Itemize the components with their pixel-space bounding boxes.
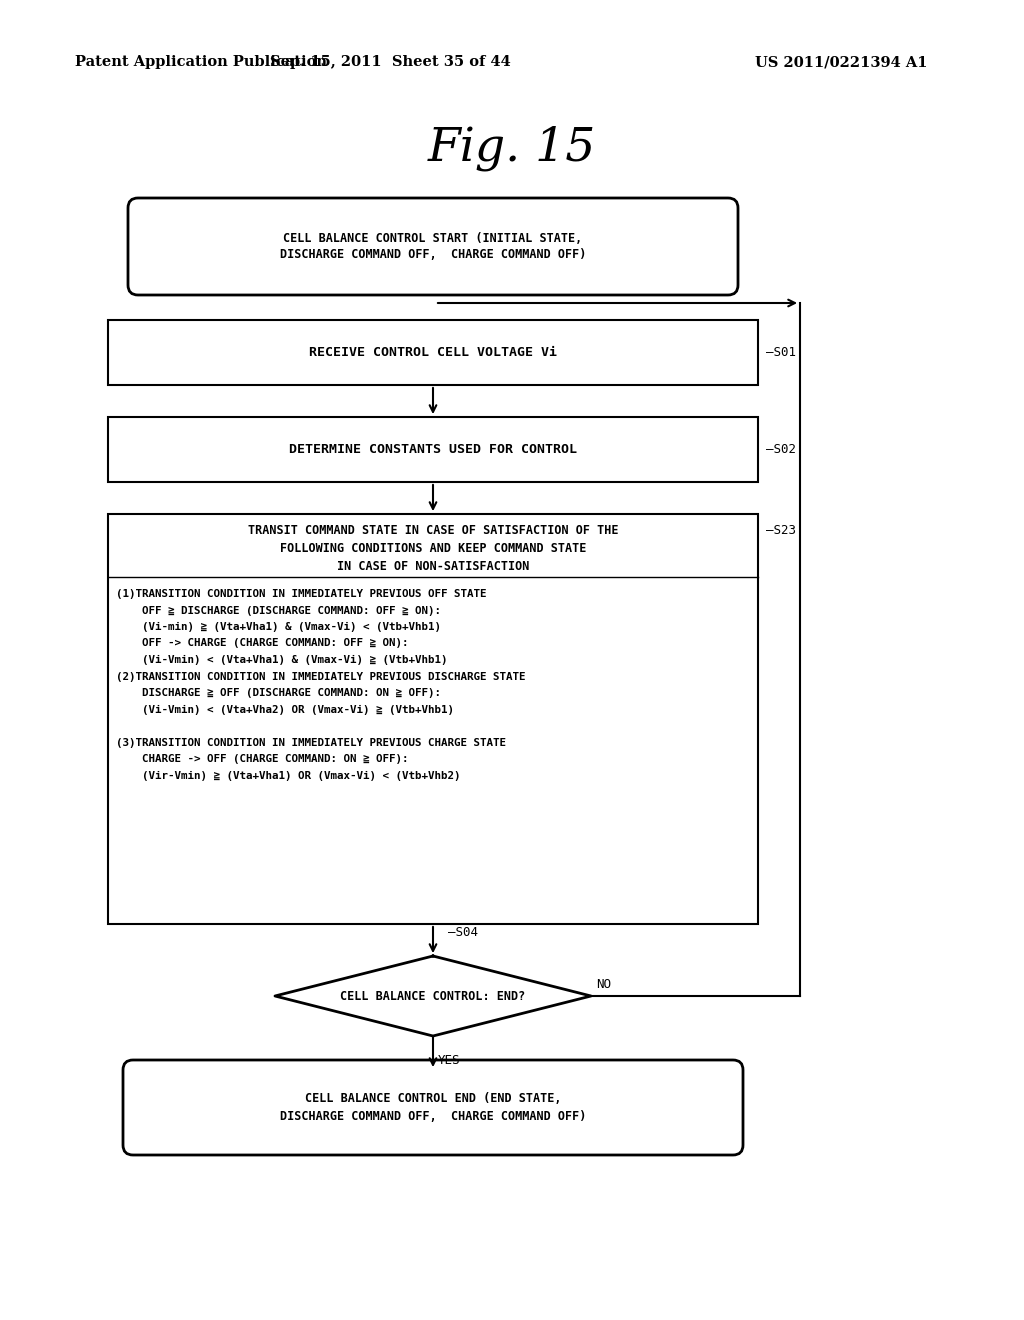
Text: (2)TRANSITION CONDITION IN IMMEDIATELY PREVIOUS DISCHARGE STATE: (2)TRANSITION CONDITION IN IMMEDIATELY P…: [116, 672, 525, 681]
Text: YES: YES: [438, 1053, 461, 1067]
Text: IN CASE OF NON-SATISFACTION: IN CASE OF NON-SATISFACTION: [337, 561, 529, 573]
Bar: [108, 513, 758, 924]
Text: CELL BALANCE CONTROL: END?: CELL BALANCE CONTROL: END?: [340, 990, 525, 1002]
Text: US 2011/0221394 A1: US 2011/0221394 A1: [755, 55, 928, 69]
Polygon shape: [275, 956, 591, 1036]
Text: Sep. 15, 2011  Sheet 35 of 44: Sep. 15, 2011 Sheet 35 of 44: [269, 55, 510, 69]
Text: DISCHARGE ≧ OFF (DISCHARGE COMMAND: ON ≧ OFF):: DISCHARGE ≧ OFF (DISCHARGE COMMAND: ON ≧…: [116, 688, 441, 698]
Text: OFF -> CHARGE (CHARGE COMMAND: OFF ≧ ON):: OFF -> CHARGE (CHARGE COMMAND: OFF ≧ ON)…: [116, 639, 409, 648]
Text: (Vir-Vmin) ≧ (Vta+Vha1) OR (Vmax-Vi) < (Vtb+Vhb2): (Vir-Vmin) ≧ (Vta+Vha1) OR (Vmax-Vi) < (…: [116, 771, 461, 780]
Text: OFF ≧ DISCHARGE (DISCHARGE COMMAND: OFF ≧ ON):: OFF ≧ DISCHARGE (DISCHARGE COMMAND: OFF …: [116, 606, 441, 615]
Text: —S02: —S02: [766, 444, 796, 455]
Text: —S04: —S04: [449, 925, 478, 939]
Text: Fig. 15: Fig. 15: [428, 125, 596, 170]
Bar: [108, 319, 758, 385]
Text: (Vi-min) ≧ (Vta+Vha1) & (Vmax-Vi) < (Vtb+Vhb1): (Vi-min) ≧ (Vta+Vha1) & (Vmax-Vi) < (Vtb…: [116, 622, 441, 632]
FancyBboxPatch shape: [128, 198, 738, 294]
Text: (Vi-Vmin) < (Vta+Vha1) & (Vmax-Vi) ≧ (Vtb+Vhb1): (Vi-Vmin) < (Vta+Vha1) & (Vmax-Vi) ≧ (Vt…: [116, 655, 447, 665]
Text: TRANSIT COMMAND STATE IN CASE OF SATISFACTION OF THE: TRANSIT COMMAND STATE IN CASE OF SATISFA…: [248, 524, 618, 537]
Text: NO: NO: [596, 978, 611, 991]
Text: RECEIVE CONTROL CELL VOLTAGE Vi: RECEIVE CONTROL CELL VOLTAGE Vi: [309, 346, 557, 359]
Text: (3)TRANSITION CONDITION IN IMMEDIATELY PREVIOUS CHARGE STATE: (3)TRANSITION CONDITION IN IMMEDIATELY P…: [116, 738, 506, 747]
Text: CHARGE -> OFF (CHARGE COMMAND: ON ≧ OFF):: CHARGE -> OFF (CHARGE COMMAND: ON ≧ OFF)…: [116, 754, 409, 764]
Text: FOLLOWING CONDITIONS AND KEEP COMMAND STATE: FOLLOWING CONDITIONS AND KEEP COMMAND ST…: [280, 543, 586, 556]
Text: —S01: —S01: [766, 346, 796, 359]
FancyBboxPatch shape: [123, 1060, 743, 1155]
Text: Patent Application Publication: Patent Application Publication: [75, 55, 327, 69]
Text: CELL BALANCE CONTROL END (END STATE,
DISCHARGE COMMAND OFF,  CHARGE COMMAND OFF): CELL BALANCE CONTROL END (END STATE, DIS…: [280, 1093, 586, 1122]
Text: DETERMINE CONSTANTS USED FOR CONTROL: DETERMINE CONSTANTS USED FOR CONTROL: [289, 444, 577, 455]
Text: —S23: —S23: [766, 524, 796, 537]
Bar: [108, 417, 758, 482]
Text: (1)TRANSITION CONDITION IN IMMEDIATELY PREVIOUS OFF STATE: (1)TRANSITION CONDITION IN IMMEDIATELY P…: [116, 589, 486, 599]
Text: CELL BALANCE CONTROL START (INITIAL STATE,
DISCHARGE COMMAND OFF,  CHARGE COMMAN: CELL BALANCE CONTROL START (INITIAL STAT…: [280, 231, 586, 261]
Text: (Vi-Vmin) < (Vta+Vha2) OR (Vmax-Vi) ≧ (Vtb+Vhb1): (Vi-Vmin) < (Vta+Vha2) OR (Vmax-Vi) ≧ (V…: [116, 705, 454, 714]
